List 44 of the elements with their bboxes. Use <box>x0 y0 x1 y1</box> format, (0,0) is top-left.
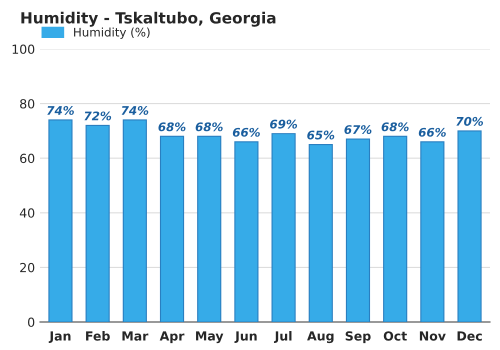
x-tick-label: Dec <box>458 331 482 341</box>
text: 65% <box>307 130 334 140</box>
x-tick-label: Mar <box>122 331 148 341</box>
x-tick-label: Oct <box>384 331 407 341</box>
x-tick-label: Nov <box>420 331 446 341</box>
x-tick-label: Jan <box>48 331 70 344</box>
bar <box>457 130 482 322</box>
text: 68% <box>382 122 409 132</box>
bar <box>234 141 258 322</box>
text: 72% <box>84 111 112 120</box>
text: 74% <box>47 106 74 115</box>
y-tick-label: 80 <box>20 99 34 109</box>
x-tick-label: Apr <box>160 331 184 344</box>
text: 68% <box>196 122 223 132</box>
text: 74% <box>122 106 148 115</box>
text: 70% <box>456 116 484 126</box>
x-tick-label: Feb <box>86 331 110 341</box>
x-tick-label: Sep <box>346 331 371 344</box>
bar <box>197 136 222 322</box>
chart-title: Humidity - Tskaltubo, Georgia <box>21 12 276 27</box>
bar <box>160 136 184 322</box>
x-tick-label: May <box>196 331 224 344</box>
x-tick-label: Jun <box>234 331 257 344</box>
bar <box>383 136 408 322</box>
bar <box>48 119 73 322</box>
y-tick-label: 100 <box>12 44 34 54</box>
text: 66% <box>418 128 446 137</box>
text: 69% <box>270 120 298 129</box>
y-tick-label: 40 <box>20 208 34 218</box>
x-tick-label: Aug <box>307 331 334 344</box>
text: 67% <box>344 125 372 134</box>
bar <box>272 133 296 322</box>
text: 66% <box>232 128 260 137</box>
y-tick-label: 0 <box>28 317 34 327</box>
bar <box>122 119 147 322</box>
bar <box>308 144 333 322</box>
bar <box>346 138 370 322</box>
y-tick-label: 60 <box>20 154 34 164</box>
bar <box>420 141 444 322</box>
x-tick-label: Jul <box>274 331 292 344</box>
bar <box>86 124 110 322</box>
legend-label: Humidity (%) <box>74 27 150 39</box>
y-tick-label: 20 <box>20 262 34 272</box>
text: 68% <box>158 122 186 132</box>
